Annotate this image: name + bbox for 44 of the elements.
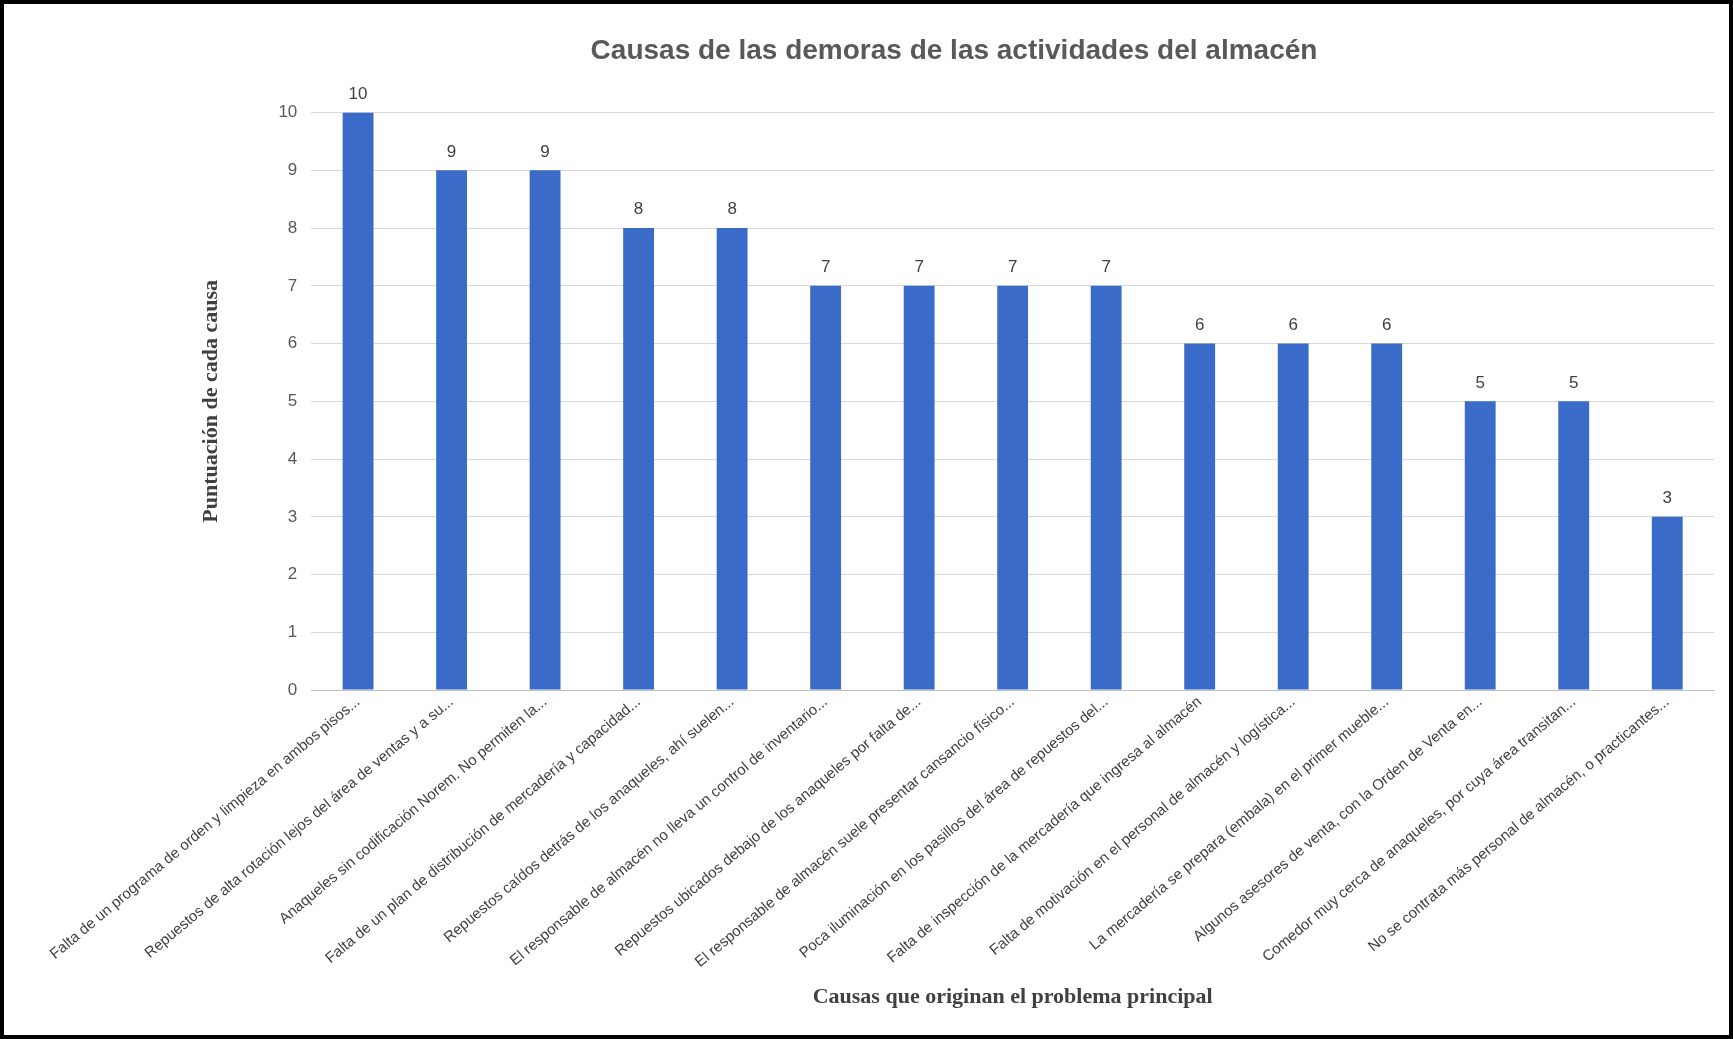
y-tick-label: 0	[287, 679, 298, 699]
bar	[1464, 401, 1496, 690]
y-tick-label: 2	[287, 564, 298, 584]
bar	[1090, 285, 1122, 690]
bar	[1184, 343, 1216, 690]
y-tick-label: 6	[287, 333, 298, 353]
y-tick-label: 4	[287, 448, 298, 468]
data-label: 3	[1662, 488, 1672, 507]
data-label: 7	[1007, 257, 1018, 277]
y-axis-title: Puntuación de cada causa	[196, 280, 222, 523]
data-label: 6	[1288, 314, 1298, 334]
bar	[1651, 516, 1683, 690]
bar	[716, 228, 748, 690]
y-tick-label: 1	[287, 621, 298, 641]
data-label: 7	[820, 257, 831, 277]
data-label: 9	[540, 141, 550, 161]
data-label: 8	[633, 199, 644, 219]
data-label: 5	[1569, 372, 1579, 392]
bar	[436, 170, 468, 690]
bar	[1371, 343, 1403, 690]
bar	[623, 228, 655, 690]
data-label: 8	[727, 199, 737, 219]
bar	[342, 112, 374, 690]
data-label: 7	[1101, 257, 1111, 277]
data-label: 5	[1475, 372, 1485, 392]
y-tick-label: 7	[287, 275, 298, 295]
bar	[1277, 343, 1309, 690]
data-label: 7	[914, 257, 924, 277]
data-label: 6	[1381, 314, 1392, 334]
y-tick-label: 5	[287, 391, 298, 411]
y-tick-label: 9	[287, 160, 298, 180]
y-tick-label: 3	[287, 506, 298, 526]
y-tick-label: 10	[278, 102, 298, 122]
data-label: 9	[446, 141, 457, 161]
bar	[903, 285, 935, 690]
data-label: 6	[1194, 314, 1205, 334]
data-label: 10	[348, 83, 368, 103]
chart-title: Causas de las demoras de las actividades del almacén	[590, 33, 1318, 65]
bar	[810, 285, 842, 690]
bar	[1558, 401, 1590, 690]
bar	[997, 285, 1029, 690]
bar	[529, 170, 561, 690]
y-tick-label: 8	[287, 217, 298, 237]
x-axis-title: Causas que originan el problema principal	[812, 983, 1213, 1009]
